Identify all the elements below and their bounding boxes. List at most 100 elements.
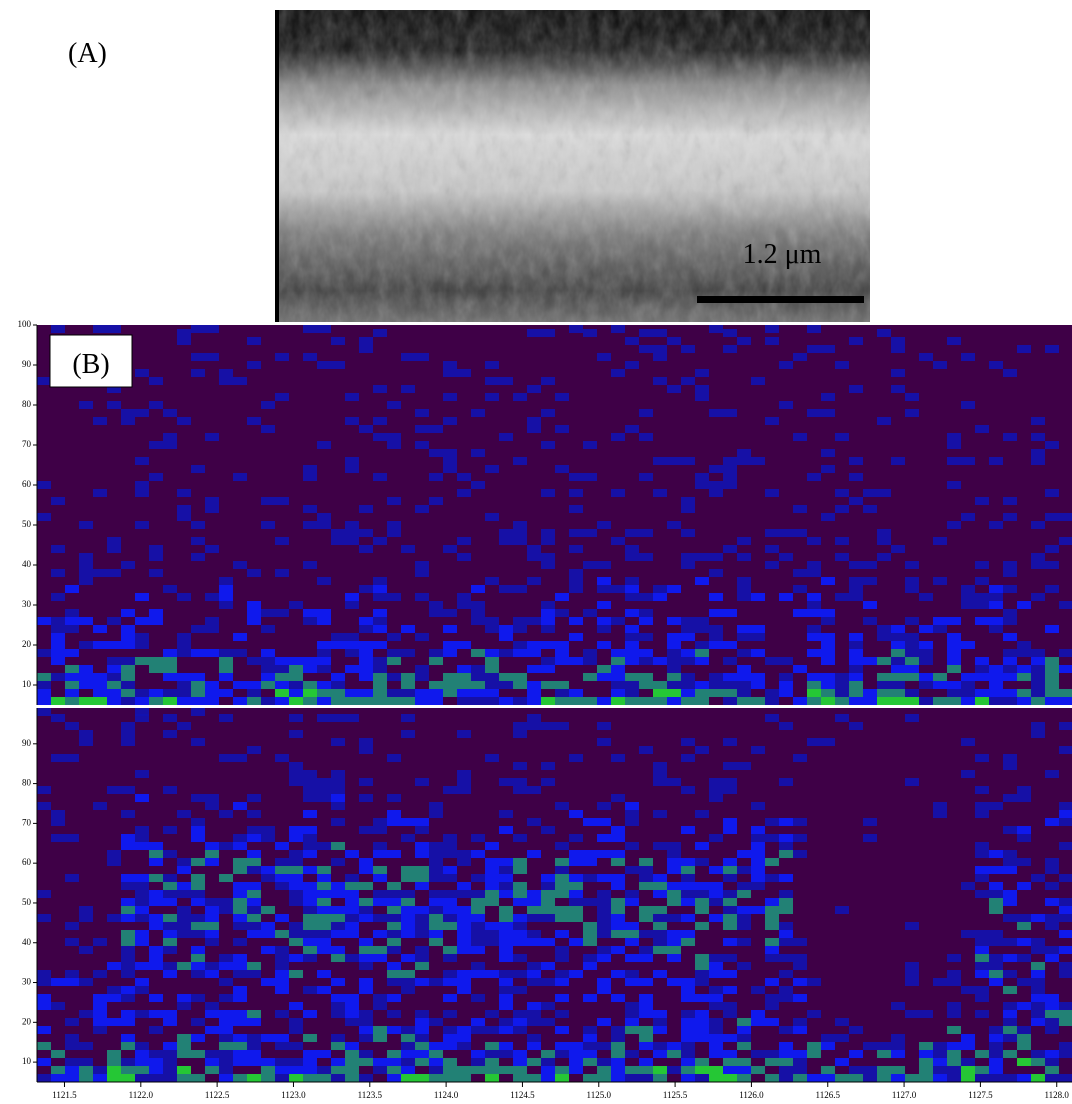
heat-cell	[135, 906, 149, 914]
heat-cell	[1003, 657, 1017, 665]
heat-cell	[457, 1034, 471, 1042]
heat-cell	[65, 689, 79, 697]
heat-cell	[863, 657, 877, 665]
heat-cell	[527, 1010, 541, 1018]
heat-cell	[695, 970, 709, 978]
heat-cell	[387, 946, 401, 954]
heat-cell	[737, 762, 751, 770]
sem-image	[275, 10, 870, 322]
heat-cell	[317, 681, 331, 689]
heat-cell	[177, 649, 191, 657]
heat-cell	[443, 946, 457, 954]
heat-cell	[765, 946, 779, 954]
heat-cell	[443, 393, 457, 401]
heat-cell	[317, 714, 331, 722]
heat-cell	[709, 794, 723, 802]
heat-cell	[387, 401, 401, 409]
heat-cell	[373, 1002, 387, 1010]
heat-cell	[653, 922, 667, 930]
heat-cell	[611, 882, 625, 890]
heat-cell	[583, 962, 597, 970]
heat-cell	[947, 1002, 961, 1010]
panel-separator	[37, 705, 1072, 708]
heat-cell	[359, 617, 373, 625]
heat-cell	[723, 858, 737, 866]
heat-cell	[205, 930, 219, 938]
heat-cell	[135, 697, 149, 705]
heat-cell	[597, 561, 611, 569]
heat-cell	[261, 906, 275, 914]
heat-cell	[737, 914, 751, 922]
heat-cell	[359, 938, 373, 946]
heat-cell	[303, 922, 317, 930]
heat-cell	[275, 689, 289, 697]
heat-cell	[471, 617, 485, 625]
heat-cell	[989, 906, 1003, 914]
heat-cell	[191, 946, 205, 954]
heat-cell	[933, 1066, 947, 1074]
heat-cell	[625, 673, 639, 681]
heat-cell	[639, 874, 653, 882]
heat-cell	[219, 377, 233, 385]
heat-cell	[387, 962, 401, 970]
heat-cell	[891, 681, 905, 689]
heat-cell	[849, 665, 863, 673]
heat-cell	[961, 673, 975, 681]
heat-cell	[1017, 641, 1031, 649]
heat-cell	[737, 1026, 751, 1034]
heat-cell	[275, 609, 289, 617]
heat-cell	[415, 593, 429, 601]
heat-cell	[975, 617, 989, 625]
heat-cell	[135, 1074, 149, 1082]
heat-cell	[1059, 874, 1072, 882]
heat-cell	[933, 802, 947, 810]
heat-cell	[1031, 657, 1045, 665]
heat-cell	[345, 649, 359, 657]
heat-cell	[163, 657, 177, 665]
heat-cell	[233, 681, 247, 689]
heat-cell	[247, 834, 261, 842]
heat-cell	[457, 673, 471, 681]
heat-cell	[793, 850, 807, 858]
heat-cell	[653, 1074, 667, 1082]
heat-cell	[373, 681, 387, 689]
heat-cell	[653, 457, 667, 465]
heat-cell	[289, 689, 303, 697]
heat-cell	[527, 898, 541, 906]
heat-cell	[457, 1066, 471, 1074]
heat-cell	[415, 665, 429, 673]
heat-cell	[485, 673, 499, 681]
heat-cell	[513, 834, 527, 842]
x-tick-label: 1122.5	[205, 1090, 230, 1100]
heat-cell	[219, 585, 233, 593]
heat-cell	[331, 361, 345, 369]
heat-cell	[499, 433, 513, 441]
heat-cell	[793, 978, 807, 986]
heat-cell	[667, 866, 681, 874]
heat-cell	[555, 1066, 569, 1074]
heat-cell	[541, 826, 555, 834]
heat-cell	[583, 818, 597, 826]
heat-cell	[345, 393, 359, 401]
heat-cell	[471, 1066, 485, 1074]
heat-cell	[135, 409, 149, 417]
heat-cell	[975, 930, 989, 938]
heat-cell	[401, 890, 415, 898]
heat-cell	[1031, 962, 1045, 970]
heat-cell	[317, 882, 331, 890]
heat-cell	[275, 657, 289, 665]
heat-cell	[527, 978, 541, 986]
heat-cell	[597, 738, 611, 746]
heat-cell	[373, 665, 387, 673]
heat-cell	[107, 401, 121, 409]
heat-cell	[751, 457, 765, 465]
heat-cell	[331, 890, 345, 898]
heat-cell	[709, 890, 723, 898]
heat-cell	[317, 866, 331, 874]
heat-cell	[191, 914, 205, 922]
heat-cell	[709, 914, 723, 922]
heat-cell	[863, 1066, 877, 1074]
heat-cell	[1031, 946, 1045, 954]
heat-cell	[317, 1074, 331, 1082]
heat-cell	[765, 818, 779, 826]
